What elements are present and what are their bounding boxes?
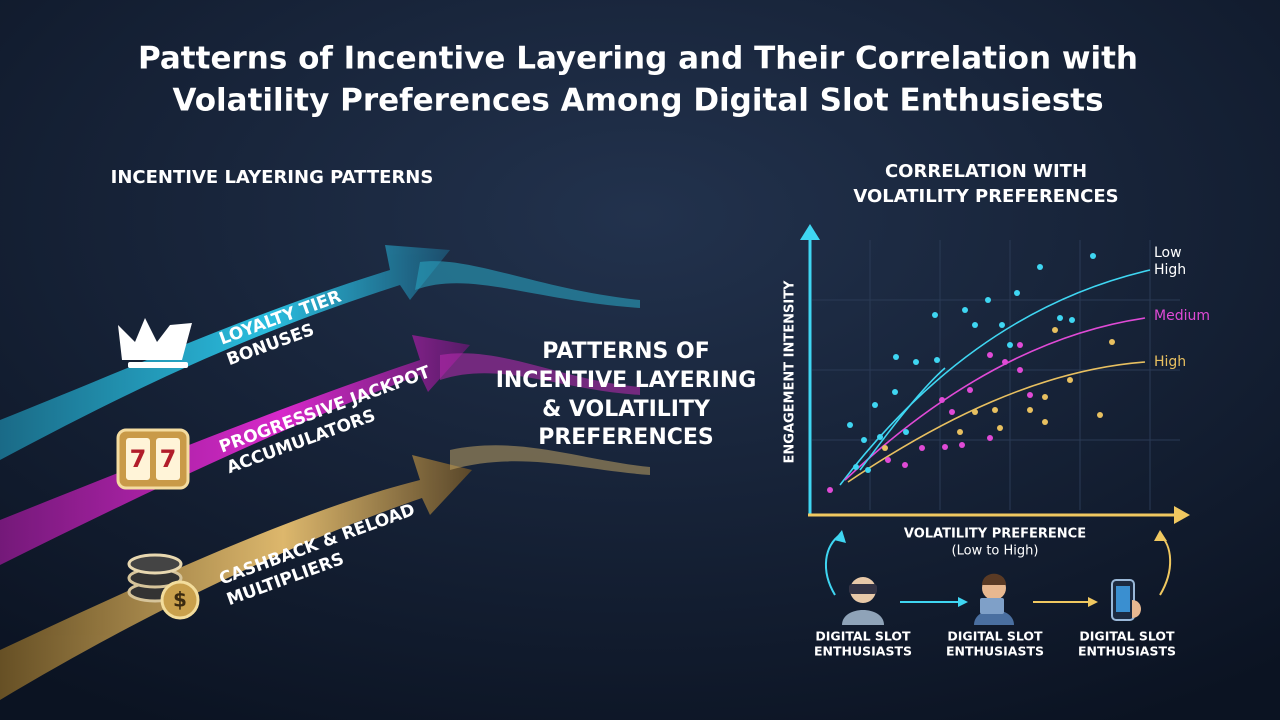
slot-icon: 7 7 — [116, 428, 190, 490]
right-heading: VOLATILITY PREFERENCES — [853, 186, 1118, 207]
flow-arrow-head — [1088, 597, 1098, 607]
arrow-cyan — [0, 245, 450, 460]
scatter-dots — [827, 253, 1115, 493]
center-text: PREFERENCES — [538, 425, 714, 450]
flow-arrow-head — [1154, 530, 1167, 541]
arrow-tail — [415, 261, 640, 308]
center-text: & VOLATILITY — [542, 397, 711, 422]
persona-icon — [842, 577, 884, 625]
persona-label: DIGITAL SLOT — [815, 629, 911, 644]
svg-text:7: 7 — [130, 445, 147, 473]
x-axis-label: VOLATILITY PREFERENCE — [904, 527, 1086, 542]
curve-label: Medium — [1154, 308, 1210, 324]
persona-label: ENTHUSIASTS — [1078, 644, 1176, 659]
persona-icon — [974, 573, 1014, 625]
y-axis-arrow — [800, 224, 820, 240]
left-heading: INCENTIVE LAYERING PATTERNS — [111, 167, 434, 188]
title: Patterns of Incentive Layering and Their… — [138, 41, 1138, 77]
arrow-magenta — [0, 335, 470, 565]
arrow-tail — [440, 353, 640, 395]
center-text: INCENTIVE LAYERING — [496, 368, 757, 393]
x-axis-note: (Low to High) — [952, 544, 1039, 559]
x-axis-arrow — [1174, 506, 1190, 524]
arrow-tail — [450, 445, 650, 475]
right-heading: CORRELATION WITH — [885, 161, 1087, 182]
y-axis-label: ENGAGEMENT INTENSITY — [783, 280, 798, 464]
center-text: PATTERNS OF — [542, 339, 710, 364]
persona-label: DIGITAL SLOT — [1079, 629, 1175, 644]
flow-arrow-head — [958, 597, 968, 607]
arrow-gold — [0, 455, 472, 700]
svg-text:$: $ — [173, 588, 187, 612]
title: Volatility Preferences Among Digital Slo… — [172, 83, 1103, 119]
curve-label: Low — [1154, 245, 1182, 261]
flow-arrow-head — [834, 530, 846, 543]
curve-label: High — [1154, 262, 1186, 278]
persona-label: ENTHUSIASTS — [814, 644, 912, 659]
chips-icon: $ — [127, 553, 200, 620]
curve-label: High — [1154, 354, 1186, 370]
svg-text:7: 7 — [160, 445, 177, 473]
persona-label: ENTHUSIASTS — [946, 644, 1044, 659]
crown-icon — [118, 318, 192, 368]
grid — [812, 240, 1180, 510]
arrows — [0, 245, 650, 700]
persona-icon — [1111, 579, 1141, 621]
curves — [839, 269, 1151, 486]
persona-label: DIGITAL SLOT — [947, 629, 1043, 644]
